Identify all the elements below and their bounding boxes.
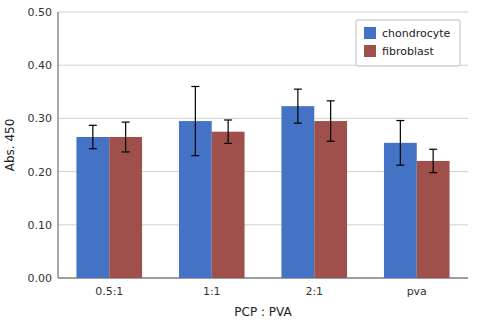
- error-bar-cap: [89, 125, 97, 126]
- error-bar: [191, 86, 199, 155]
- legend: chondrocyte fibroblast: [356, 20, 460, 66]
- error-bar-cap: [122, 151, 130, 152]
- bar: [212, 132, 245, 278]
- error-bar-stem: [400, 121, 401, 166]
- error-bar-cap: [294, 123, 302, 124]
- legend-box: [356, 20, 460, 66]
- error-bar-stem: [125, 122, 126, 152]
- bar: [109, 137, 142, 278]
- error-bar-cap: [396, 165, 404, 166]
- y-tick-label: 0.00: [28, 272, 53, 285]
- bar: [281, 106, 314, 278]
- error-bar-stem: [297, 89, 298, 123]
- y-tick-label: 0.10: [28, 219, 53, 232]
- chart-container: 0.00 0.10 0.20 0.30 0.40 0.50 0.5:1 1:1 2:1 pva PC…: [0, 0, 480, 324]
- legend-swatch: [364, 45, 376, 57]
- y-axis-label: Abs. 450: [3, 119, 17, 172]
- x-tick-label: pva: [407, 285, 427, 298]
- error-bar-cap: [224, 143, 232, 144]
- x-tick-label: 0.5:1: [95, 285, 123, 298]
- legend-label: chondrocyte: [382, 27, 451, 40]
- bar: [76, 137, 109, 278]
- error-bar-stem: [228, 120, 229, 143]
- x-tick-label: 2:1: [305, 285, 323, 298]
- grid-line: [58, 12, 468, 13]
- error-bar-stem: [433, 149, 434, 172]
- error-bar: [327, 101, 335, 141]
- error-bar-cap: [429, 149, 437, 150]
- y-tick-label: 0.30: [28, 112, 53, 125]
- error-bar-stem: [195, 86, 196, 155]
- error-bar: [429, 149, 437, 172]
- error-bar-cap: [191, 86, 199, 87]
- error-bar-cap: [89, 148, 97, 149]
- error-bar: [122, 122, 130, 152]
- error-bar: [224, 120, 232, 143]
- error-bar-cap: [327, 100, 335, 101]
- error-bar: [294, 89, 302, 123]
- legend-label: fibroblast: [382, 45, 434, 58]
- error-bar-cap: [294, 89, 302, 90]
- bars: [76, 86, 449, 278]
- y-tick-label: 0.40: [28, 59, 53, 72]
- x-tick-label: 1:1: [203, 285, 221, 298]
- error-bar: [396, 121, 404, 166]
- error-bar-cap: [396, 120, 404, 121]
- y-axis: 0.00 0.10 0.20 0.30 0.40 0.50: [28, 6, 469, 285]
- x-axis-label: PCP : PVA: [234, 305, 292, 319]
- y-axis-line: [58, 12, 59, 278]
- chart-svg: 0.00 0.10 0.20 0.30 0.40 0.50 0.5:1 1:1 2:1 pva PC…: [0, 0, 480, 324]
- error-bar-cap: [429, 172, 437, 173]
- bar: [314, 121, 347, 278]
- bar: [417, 161, 450, 278]
- y-tick-label: 0.50: [28, 6, 53, 19]
- error-bar-stem: [92, 125, 93, 148]
- grid-line: [58, 118, 468, 119]
- error-bar-stem: [330, 101, 331, 141]
- error-bar-cap: [327, 141, 335, 142]
- y-tick-label: 0.20: [28, 166, 53, 179]
- legend-swatch: [364, 27, 376, 39]
- error-bar-cap: [191, 155, 199, 156]
- error-bar: [89, 125, 97, 148]
- error-bar-cap: [224, 119, 232, 120]
- error-bar-cap: [122, 122, 130, 123]
- x-axis: 0.5:1 1:1 2:1 pva: [95, 285, 427, 298]
